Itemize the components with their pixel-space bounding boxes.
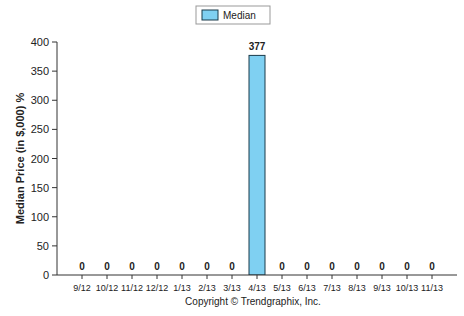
- data-label: 0: [429, 261, 435, 272]
- x-tick-label: 9/13: [373, 283, 391, 293]
- bar: [249, 55, 265, 275]
- y-tick-label: 100: [31, 211, 49, 223]
- x-tick-label: 5/13: [273, 283, 291, 293]
- x-tick: [407, 275, 408, 279]
- x-tick: [107, 275, 108, 279]
- x-tick: [332, 275, 333, 279]
- x-tick-label: 8/13: [348, 283, 366, 293]
- data-label: 0: [329, 261, 335, 272]
- x-tick-label: 6/13: [298, 283, 316, 293]
- legend-box: [196, 6, 270, 24]
- y-tick: [52, 275, 57, 276]
- data-label: 0: [304, 261, 310, 272]
- x-tick: [182, 275, 183, 279]
- x-tick-label: 7/13: [323, 283, 341, 293]
- y-tick: [52, 42, 57, 43]
- x-tick-label: 10/12: [96, 283, 119, 293]
- y-tick: [52, 129, 57, 130]
- data-label: 0: [354, 261, 360, 272]
- legend-swatch: [202, 10, 218, 20]
- data-label: 0: [279, 261, 285, 272]
- y-tick-label: 400: [31, 36, 49, 48]
- x-tick: [382, 275, 383, 279]
- y-tick-label: 0: [43, 269, 49, 281]
- y-tick-label: 150: [31, 182, 49, 194]
- x-tick: [282, 275, 283, 279]
- x-tick: [357, 275, 358, 279]
- data-label: 0: [404, 261, 410, 272]
- x-tick-label: 10/13: [396, 283, 419, 293]
- y-tick: [52, 187, 57, 188]
- x-tick: [232, 275, 233, 279]
- data-label: 0: [154, 261, 160, 272]
- x-tick-label: 2/13: [198, 283, 216, 293]
- data-label: 0: [179, 261, 185, 272]
- x-tick-label: 12/12: [146, 283, 169, 293]
- y-tick-label: 350: [31, 65, 49, 77]
- x-tick-label: 4/13: [248, 283, 266, 293]
- x-tick-label: 11/12: [121, 283, 143, 293]
- data-label: 0: [379, 261, 385, 272]
- bars: [249, 55, 265, 275]
- x-tick: [432, 275, 433, 279]
- y-tick-label: 200: [31, 153, 49, 165]
- x-tick-label: 9/12: [73, 283, 91, 293]
- x-tick: [157, 275, 158, 279]
- x-tick: [132, 275, 133, 279]
- x-tick: [307, 275, 308, 279]
- x-axis-label: Copyright © Trendgraphix, Inc.: [185, 296, 321, 307]
- chart-svg: 0 50 100 150 200 250 300 350 400 0 0 0 0 0 0 0 377 0 0 0 0 0 0…: [0, 0, 464, 316]
- y-axis: [57, 42, 58, 275]
- x-tick-label: 1/13: [173, 283, 191, 293]
- x-tick: [207, 275, 208, 279]
- x-tick-label: 11/13: [421, 283, 443, 293]
- x-tick-label: 3/13: [223, 283, 241, 293]
- x-tick: [257, 275, 258, 279]
- y-axis-label: Median Price (in $,000) %: [14, 93, 26, 225]
- legend-label: Median: [223, 10, 256, 21]
- data-label: 0: [129, 261, 135, 272]
- y-tick: [52, 71, 57, 72]
- data-label: 0: [204, 261, 210, 272]
- y-tick-label: 250: [31, 123, 49, 135]
- y-tick: [52, 245, 57, 246]
- y-tick: [52, 158, 57, 159]
- data-label: 0: [229, 261, 235, 272]
- data-label: 0: [104, 261, 110, 272]
- x-tick: [82, 275, 83, 279]
- data-label: 377: [249, 41, 266, 52]
- y-tick: [52, 216, 57, 217]
- y-tick: [52, 100, 57, 101]
- chart-container: 0 50 100 150 200 250 300 350 400 0 0 0 0 0 0 0 377 0 0 0 0 0 0…: [0, 0, 464, 316]
- y-tick-label: 50: [37, 240, 49, 252]
- y-tick-label: 300: [31, 94, 49, 106]
- data-label: 0: [79, 261, 85, 272]
- legend: Median: [196, 6, 270, 24]
